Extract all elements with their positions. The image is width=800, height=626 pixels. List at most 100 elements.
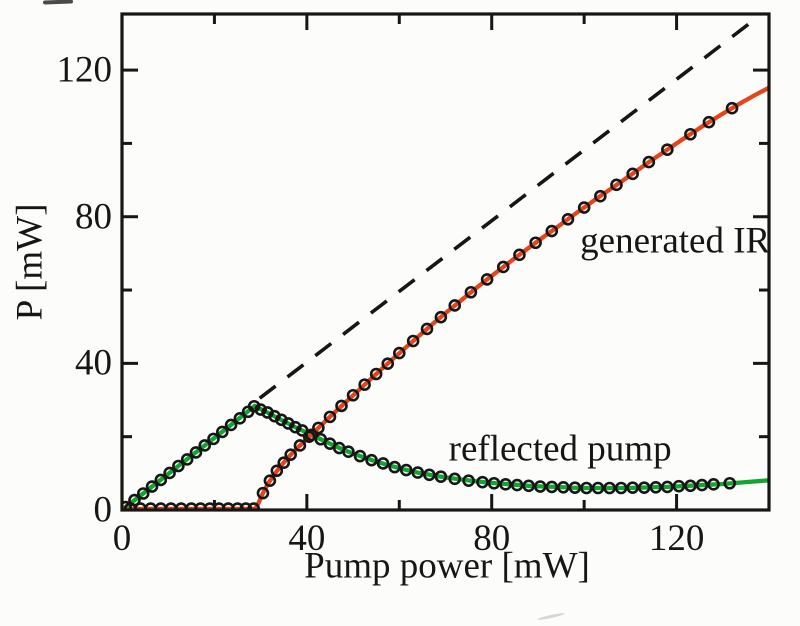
data-point-reflected-pump: [695, 478, 709, 492]
data-point-reflected-pump: [233, 412, 247, 425]
data-point-reflected-pump: [189, 446, 203, 459]
data-point-reflected-pump: [684, 479, 697, 493]
data-point-reflected-pump: [462, 474, 475, 487]
x-tick-label: 120: [648, 518, 705, 559]
data-point-generated-ir: [464, 285, 478, 299]
data-point-generated-ir: [323, 410, 337, 424]
data-point-generated-ir: [293, 439, 307, 452]
data-point-generated-ir: [684, 127, 697, 141]
data-point-reflected-pump: [224, 418, 238, 432]
data-point-generated-ir: [312, 421, 325, 435]
data-point-reflected-pump: [603, 481, 616, 495]
data-point-reflected-pump: [423, 468, 436, 482]
data-point-reflected-pump: [254, 403, 267, 416]
data-point-reflected-pump: [487, 476, 501, 490]
data-point-generated-ir: [277, 456, 291, 470]
data-point-reflected-pump: [580, 481, 593, 495]
data-point-generated-ir: [358, 378, 371, 391]
data-point-reflected-pump: [448, 472, 462, 486]
data-point-generated-ir: [434, 310, 448, 324]
data-point-generated-ir: [725, 101, 739, 115]
data-point-reflected-pump: [557, 480, 570, 494]
annotation-reflected-pump: reflected pump: [448, 428, 672, 470]
plot-area: [122, 17, 769, 510]
data-point-generated-ir: [420, 322, 434, 336]
data-point-generated-ir: [302, 430, 316, 443]
data-point-reflected-pump: [649, 480, 663, 494]
data-point-reflected-pump: [365, 453, 378, 467]
data-point-generated-ir: [594, 189, 607, 203]
data-point-reflected-pump: [353, 449, 367, 463]
data-point-reflected-pump: [180, 453, 194, 466]
data-point-generated-ir: [661, 143, 674, 156]
data-point-reflected-pump: [707, 478, 720, 491]
data-point-reflected-pump: [723, 476, 737, 490]
data-point-reflected-pump: [434, 470, 448, 483]
data-point-generated-ir: [346, 388, 360, 402]
data-point-reflected-pump: [614, 481, 628, 495]
data-point-reflected-pump: [499, 478, 512, 491]
data-point-reflected-pump: [533, 480, 547, 493]
x-tick-label: 40: [288, 518, 326, 559]
data-point-reflected-pump: [207, 432, 220, 446]
axes-frame: [120, 12, 771, 512]
data-point-reflected-pump: [522, 479, 535, 493]
data-point-reflected-pump: [145, 480, 159, 493]
data-point-generated-ir: [392, 346, 406, 360]
data-point-generated-ir: [496, 260, 510, 274]
data-point-reflected-pump: [637, 481, 651, 494]
data-point-generated-ir: [270, 464, 284, 478]
data-point-reflected-pump: [510, 478, 524, 492]
series-line-pump-limit-dashed: [258, 17, 757, 400]
data-point-reflected-pump: [136, 487, 150, 500]
data-point-reflected-pump: [122, 500, 132, 510]
data-point-generated-ir: [381, 357, 395, 371]
data-point-reflected-pump: [545, 480, 559, 494]
x-tick-label: 0: [112, 518, 132, 559]
data-point-reflected-pump: [154, 473, 168, 487]
data-point-generated-ir: [448, 299, 462, 312]
data-point-reflected-pump: [568, 481, 582, 494]
data-point-reflected-pump: [476, 475, 489, 489]
data-point-generated-ir: [284, 448, 297, 461]
data-point-reflected-pump: [591, 481, 605, 495]
y-tick-label: 120: [56, 49, 113, 91]
data-point-generated-ir: [406, 334, 420, 348]
y-axis-title: P [mW]: [9, 203, 51, 321]
data-point-generated-ir: [642, 155, 656, 169]
data-point-reflected-pump: [388, 460, 401, 474]
data-point-generated-ir: [335, 399, 348, 413]
data-point-generated-ir: [577, 201, 591, 214]
data-point-generated-ir: [263, 474, 277, 487]
data-point-generated-ir: [561, 212, 575, 226]
x-tick-label: 80: [473, 518, 511, 559]
data-point-reflected-pump: [626, 481, 639, 494]
data-point-generated-ir: [256, 486, 270, 500]
data-point-generated-ir: [369, 367, 383, 381]
data-point-generated-ir: [529, 236, 542, 250]
data-point-reflected-pump: [376, 457, 390, 470]
series-line-reflected-pump: [122, 403, 769, 510]
data-point-reflected-pump: [247, 399, 261, 413]
data-point-reflected-pump: [411, 466, 425, 479]
data-point-reflected-pump: [172, 459, 185, 473]
data-point-generated-ir: [702, 115, 716, 129]
data-point-generated-ir: [610, 178, 623, 192]
x-axis-title: Pump power [mW]: [304, 545, 590, 587]
data-point-reflected-pump: [399, 463, 413, 477]
data-point-generated-ir: [626, 167, 639, 181]
y-tick-label: 0: [93, 489, 113, 531]
data-point-generated-ir: [480, 273, 494, 286]
data-point-reflected-pump: [672, 479, 686, 493]
data-point-reflected-pump: [661, 480, 674, 494]
data-point-reflected-pump: [163, 466, 176, 480]
data-point-reflected-pump: [198, 439, 212, 452]
data-point-reflected-pump: [342, 445, 355, 459]
data-point-reflected-pump: [289, 420, 302, 434]
data-point-reflected-pump: [215, 425, 229, 439]
y-tick-label: 80: [75, 196, 112, 238]
data-point-generated-ir: [513, 248, 526, 262]
data-point-generated-ir: [545, 224, 559, 238]
